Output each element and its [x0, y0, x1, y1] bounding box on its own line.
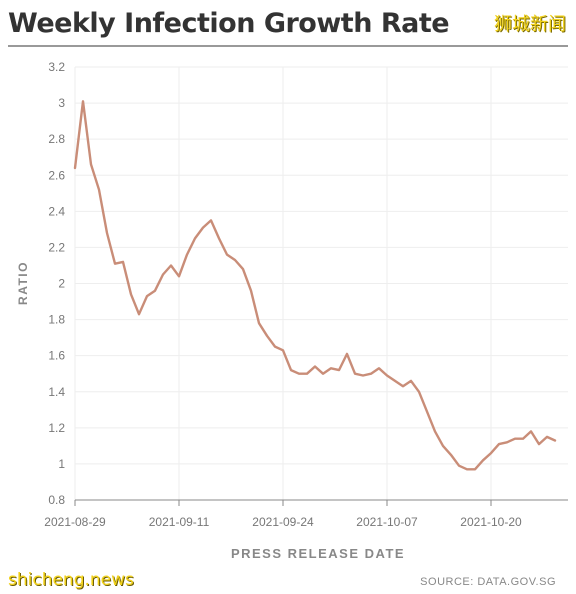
y-tick-label: 1.4	[48, 385, 65, 399]
y-tick-label: 2	[58, 277, 65, 291]
y-tick-label: 3.2	[48, 60, 65, 74]
site-watermark: shicheng.news	[8, 570, 134, 590]
x-tick-label: 2021-09-11	[149, 515, 210, 529]
chart-title: Weekly Infection Growth Rate	[8, 8, 450, 39]
series-layer	[73, 100, 557, 471]
x-tick-label: 2021-10-07	[356, 515, 418, 529]
brand-watermark: 狮城新闻	[494, 14, 566, 35]
x-axis-label: PRESS RELEASE DATE	[231, 546, 405, 561]
y-tick-label: 3	[58, 96, 65, 110]
y-tick-label: 1.8	[48, 313, 65, 327]
y-tick-label: 1.2	[48, 421, 65, 435]
y-tick-label: 2.4	[48, 204, 65, 218]
title-divider	[8, 45, 568, 47]
x-tick-labels: 2021-08-29 2021-09-11 2021-09-24 2021-10-07…	[44, 515, 522, 529]
y-tick-label: 1	[58, 457, 65, 471]
series-line	[73, 100, 557, 471]
y-tick-label: 0.8	[48, 493, 65, 507]
y-tick-labels: 0.8 1 1.2 1.4 1.6 1.8 2 2.2 2.4 2.6 2.8 3 3.2	[48, 60, 65, 507]
x-tick-label: 2021-10-20	[460, 515, 522, 529]
source-note: SOURCE: DATA.GOV.SG	[420, 576, 556, 588]
x-tick-label: 2021-09-24	[252, 515, 314, 529]
y-tick-label: 1.6	[48, 349, 65, 363]
grid-lines	[74, 66, 568, 500]
x-tick-label: 2021-08-29	[44, 515, 106, 529]
y-tick-label: 2.6	[48, 168, 65, 182]
y-axis-label: RATIO	[16, 261, 30, 305]
y-tick-label: 2.2	[48, 240, 65, 254]
axes	[74, 499, 568, 506]
y-tick-label: 2.8	[48, 132, 65, 146]
